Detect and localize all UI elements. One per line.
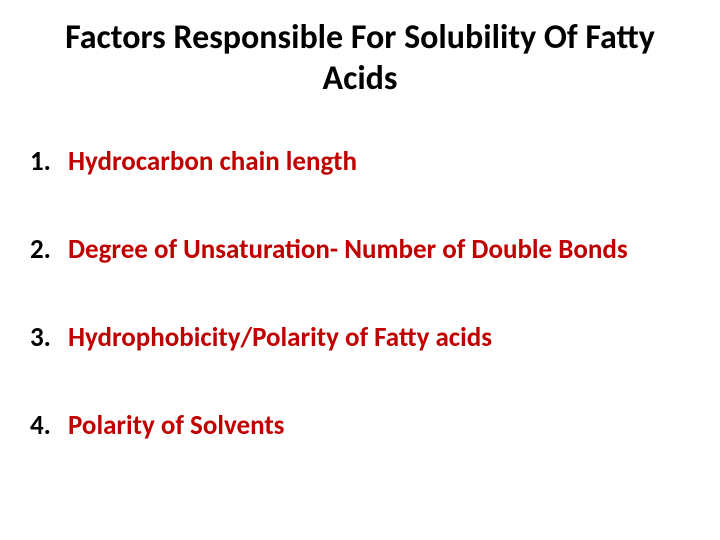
list-item: 2. Degree of Unsaturation- Number of Dou… [30,233,700,266]
list-item: 3. Hydrophobicity/Polarity of Fatty acid… [30,321,700,354]
slide-title: Factors Responsible For Solubility Of Fa… [20,18,700,100]
list-item: 4. Polarity of Solvents [30,409,700,442]
factors-list: 1. Hydrocarbon chain length 2. Degree of… [20,145,700,442]
item-number: 4. [30,409,68,442]
list-item: 1. Hydrocarbon chain length [30,145,700,178]
item-text: Degree of Unsaturation- Number of Double… [68,233,628,266]
item-text: Hydrocarbon chain length [68,145,357,178]
item-number: 2. [30,233,68,266]
item-text: Hydrophobicity/Polarity of Fatty acids [68,321,492,354]
item-number: 1. [30,145,68,178]
item-number: 3. [30,321,68,354]
slide-container: Factors Responsible For Solubility Of Fa… [0,0,720,540]
item-text: Polarity of Solvents [68,409,284,442]
